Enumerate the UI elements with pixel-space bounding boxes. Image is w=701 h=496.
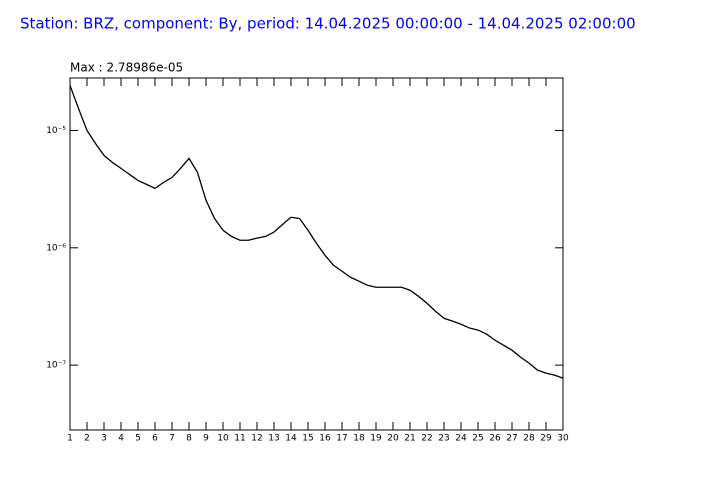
x-tick-label: 10	[217, 434, 229, 444]
y-tick-label: 10⁻⁷	[46, 361, 66, 371]
x-tick-label: 5	[135, 434, 141, 444]
x-tick-label: 20	[387, 434, 399, 444]
x-tick-label: 28	[523, 434, 535, 444]
x-tick-label: 15	[302, 434, 313, 444]
x-tick-label: 16	[319, 434, 331, 444]
x-tick-label: 1	[67, 434, 73, 444]
x-tick-label: 26	[489, 434, 501, 444]
x-tick-label: 8	[186, 434, 192, 444]
x-tick-label: 7	[169, 434, 175, 444]
x-tick-label: 3	[101, 434, 107, 444]
x-tick-label: 17	[336, 434, 347, 444]
x-tick-label: 23	[438, 434, 449, 444]
x-tick-label: 25	[472, 434, 483, 444]
x-tick-label: 24	[455, 434, 467, 444]
x-tick-label: 2	[84, 434, 90, 444]
plot-frame	[69, 77, 564, 431]
x-tick-label: 13	[268, 434, 279, 444]
annotation: Max : 2.78986e-05	[70, 61, 183, 75]
chart-title: Station: BRZ, component: By, period: 14.…	[20, 15, 636, 33]
x-tick-label: 29	[540, 434, 552, 444]
x-tick-label: 21	[404, 434, 415, 444]
x-tick-label: 30	[557, 434, 569, 444]
x-tick-label: 6	[152, 434, 158, 444]
data-line	[69, 85, 564, 379]
x-tick-label: 9	[203, 434, 209, 444]
x-tick-label: 11	[234, 434, 245, 444]
x-tick-label: 14	[285, 434, 297, 444]
x-tick-label: 12	[251, 434, 262, 444]
y-tick-label: 10⁻⁶	[46, 243, 66, 253]
x-tick-label: 22	[421, 434, 432, 444]
x-tick-label: 19	[370, 434, 382, 444]
y-tick-label: 10⁻⁵	[46, 126, 66, 136]
x-tick-label: 18	[353, 434, 365, 444]
x-tick-label: 27	[506, 434, 517, 444]
x-tick-label: 4	[118, 434, 124, 444]
